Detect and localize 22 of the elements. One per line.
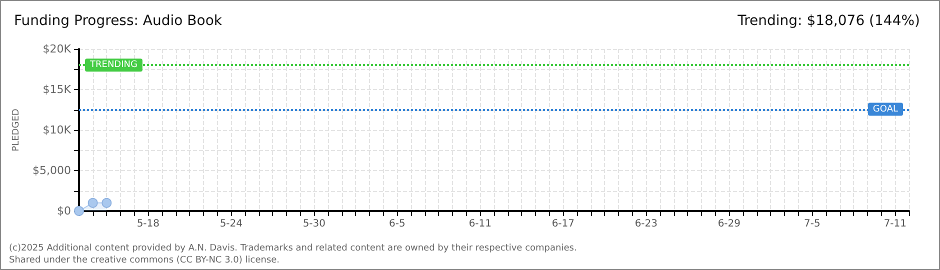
- x-tick-label: 6-23: [634, 218, 658, 230]
- ref-line-label: TRENDING: [89, 60, 138, 70]
- x-tick-label: 5-18: [136, 218, 160, 230]
- x-tick-label: 6-29: [718, 218, 741, 230]
- x-tick-label: 6-5: [388, 218, 406, 230]
- y-tick-label: $20K: [42, 42, 72, 56]
- ref-line-label: GOAL: [872, 104, 898, 114]
- y-tick-label: $15K: [42, 83, 72, 96]
- x-tick-label: 7-5: [804, 218, 820, 230]
- y-tick-label: $0: [57, 204, 71, 218]
- x-tick-label: 7-11: [884, 218, 907, 230]
- x-tick-label: 5-30: [302, 218, 326, 230]
- y-axis-title: PLEDGED: [12, 108, 22, 152]
- text: Shared under the creative commons (CC BY-NC 3.0) license.: [9, 256, 280, 266]
- chart-subtitle: Trending: $18,076 (144%): [736, 13, 920, 29]
- y-tick-label: $10K: [42, 124, 72, 136]
- x-tick-label: 6-17: [552, 218, 575, 230]
- text: (c)2025 Additional content provided by A.N. Davis. Trademarks and related content are owned by their respective companies.: [9, 244, 577, 254]
- chart-title: Funding Progress: Audio Book: [14, 13, 223, 29]
- x-tick-label: 5-24: [220, 218, 243, 230]
- y-tick-label: $5,000: [32, 164, 71, 177]
- x-tick-label: 6-11: [468, 218, 492, 230]
